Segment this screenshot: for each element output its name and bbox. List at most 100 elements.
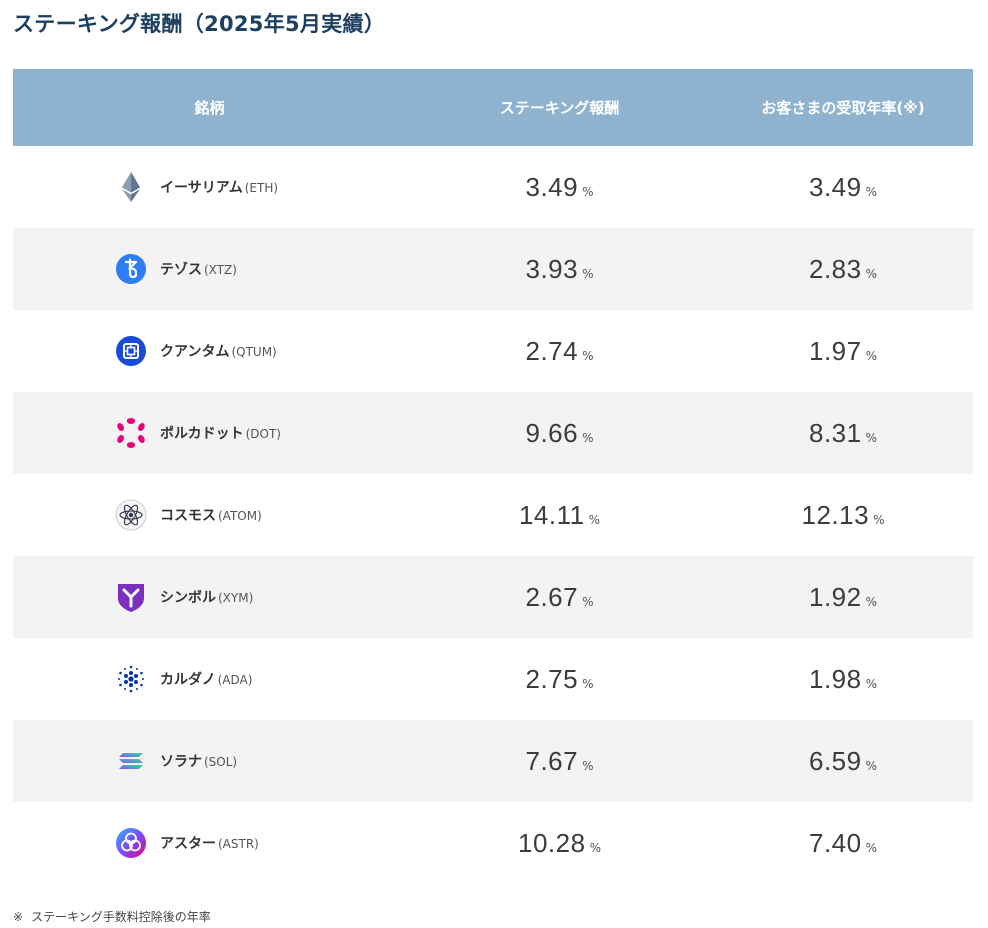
customer-rate-value: 1.97 [808, 335, 862, 366]
coin-cell: ポルカドット (DOT) [13, 417, 406, 449]
coin-cell: シンボル (XYM) [13, 581, 406, 613]
coin-ticker: (XTZ) [204, 263, 237, 277]
reward-value: 14.11 [518, 499, 585, 530]
coin-name: ポルカドット [160, 426, 244, 442]
coin-cell: クアンタム (QTUM) [13, 335, 406, 367]
solana-icon [115, 745, 147, 777]
astar-icon [115, 827, 147, 859]
reward-cell: 2.75% [406, 664, 713, 695]
coin-cell: アスター (ASTR) [13, 827, 406, 859]
coin-name: イーサリアム [160, 180, 243, 196]
customer-rate-value: 1.98 [808, 663, 862, 694]
reward-value: 2.74 [525, 335, 579, 366]
customer-rate-cell: 1.92% [713, 582, 973, 613]
footnote-text: ステーキング手数料控除後の年率 [31, 910, 211, 924]
customer-rate-value: 12.13 [801, 499, 870, 530]
footnote-mark: ※ [13, 910, 24, 924]
customer-rate-cell: 12.13% [713, 500, 973, 531]
percent-unit: % [865, 430, 877, 445]
percent-unit: % [865, 594, 877, 609]
percent-unit: % [865, 840, 877, 855]
percent-unit: % [865, 676, 877, 691]
percent-unit: % [865, 266, 877, 281]
reward-cell: 9.66% [406, 418, 713, 449]
coin-ticker: (DOT) [245, 427, 281, 441]
coin-cell: ソラナ (SOL) [13, 745, 406, 777]
reward-value: 3.49 [525, 171, 579, 202]
symbol-icon [115, 581, 147, 613]
coin-name: コスモス [160, 508, 216, 524]
reward-value: 3.93 [525, 253, 579, 284]
coin-name: アスター [160, 836, 216, 852]
table-row: イーサリアム (ETH) 3.49% 3.49% [13, 146, 973, 228]
coin-name: カルダノ [160, 672, 216, 688]
percent-unit: % [582, 184, 594, 199]
customer-rate-value: 1.92 [808, 581, 862, 612]
percent-unit: % [582, 430, 594, 445]
percent-unit: % [582, 266, 594, 281]
coin-ticker: (SOL) [204, 755, 238, 769]
header-staking-reward: ステーキング報酬 [499, 99, 620, 117]
reward-cell: 10.28% [406, 828, 713, 859]
coin-name: テゾス [160, 262, 202, 278]
customer-rate-value: 2.83 [808, 253, 862, 284]
qtum-icon [115, 335, 147, 367]
reward-value: 10.28 [518, 827, 586, 858]
customer-rate-cell: 1.98% [713, 664, 973, 695]
customer-rate-cell: 1.97% [713, 336, 973, 367]
coin-name: ソラナ [160, 754, 202, 770]
customer-rate-value: 6.59 [808, 745, 862, 776]
coin-cell: コスモス (ATOM) [13, 499, 406, 531]
coin-name: シンボル [160, 590, 216, 606]
reward-cell: 3.49% [406, 172, 713, 203]
table-row: カルダノ (ADA) 2.75% 1.98% [13, 638, 973, 720]
cosmos-icon [115, 499, 147, 531]
customer-rate-value: 3.49 [808, 171, 862, 202]
coin-ticker: (QTUM) [231, 345, 277, 359]
reward-value: 2.75 [525, 663, 579, 694]
reward-cell: 14.11% [406, 500, 713, 531]
percent-unit: % [865, 758, 877, 773]
cardano-icon [115, 663, 147, 695]
customer-rate-value: 7.40 [808, 827, 862, 858]
coin-cell: テゾス (XTZ) [13, 253, 406, 285]
coin-ticker: (XYM) [218, 591, 254, 605]
staking-table: 銘柄 ステーキング報酬 お客さまの受取年率(※) イーサリアム (ETH) 3.4… [13, 69, 973, 884]
table-row: アスター (ASTR) 10.28% 7.40% [13, 802, 973, 884]
percent-unit: % [589, 840, 601, 855]
percent-unit: % [865, 348, 877, 363]
table-row: クアンタム (QTUM) 2.74% 1.97% [13, 310, 973, 392]
polkadot-icon [115, 417, 147, 449]
percent-unit: % [582, 348, 594, 363]
reward-value: 7.67 [525, 745, 579, 776]
reward-cell: 2.67% [406, 582, 713, 613]
coin-ticker: (ATOM) [218, 509, 262, 523]
coin-cell: カルダノ (ADA) [13, 663, 406, 695]
table-header: 銘柄 ステーキング報酬 お客さまの受取年率(※) [13, 69, 973, 146]
page-title: ステーキング報酬（2025年5月実績） [13, 12, 386, 36]
customer-rate-cell: 6.59% [713, 746, 973, 777]
reward-cell: 7.67% [406, 746, 713, 777]
coin-name: クアンタム [160, 344, 230, 360]
customer-rate-cell: 2.83% [713, 254, 973, 285]
customer-rate-cell: 3.49% [713, 172, 973, 203]
ethereum-icon [115, 171, 147, 203]
header-customer-rate: お客さまの受取年率(※) [761, 99, 925, 117]
customer-rate-cell: 8.31% [713, 418, 973, 449]
coin-ticker: (ADA) [217, 673, 253, 687]
table-row: ソラナ (SOL) 7.67% 6.59% [13, 720, 973, 802]
customer-rate-cell: 7.40% [713, 828, 973, 859]
percent-unit: % [865, 184, 877, 199]
coin-cell: イーサリアム (ETH) [13, 171, 406, 203]
coin-ticker: (ETH) [244, 181, 279, 195]
table-row: コスモス (ATOM) 14.11% 12.13% [13, 474, 973, 556]
reward-value: 9.66 [525, 417, 579, 448]
percent-unit: % [873, 512, 885, 527]
tezos-icon [115, 253, 147, 285]
customer-rate-value: 8.31 [808, 417, 862, 448]
reward-cell: 3.93% [406, 254, 713, 285]
table-row: ポルカドット (DOT) 9.66% 8.31% [13, 392, 973, 474]
percent-unit: % [582, 758, 594, 773]
reward-value: 2.67 [525, 581, 579, 612]
footnote: ※ ステーキング手数料控除後の年率 [13, 908, 211, 925]
